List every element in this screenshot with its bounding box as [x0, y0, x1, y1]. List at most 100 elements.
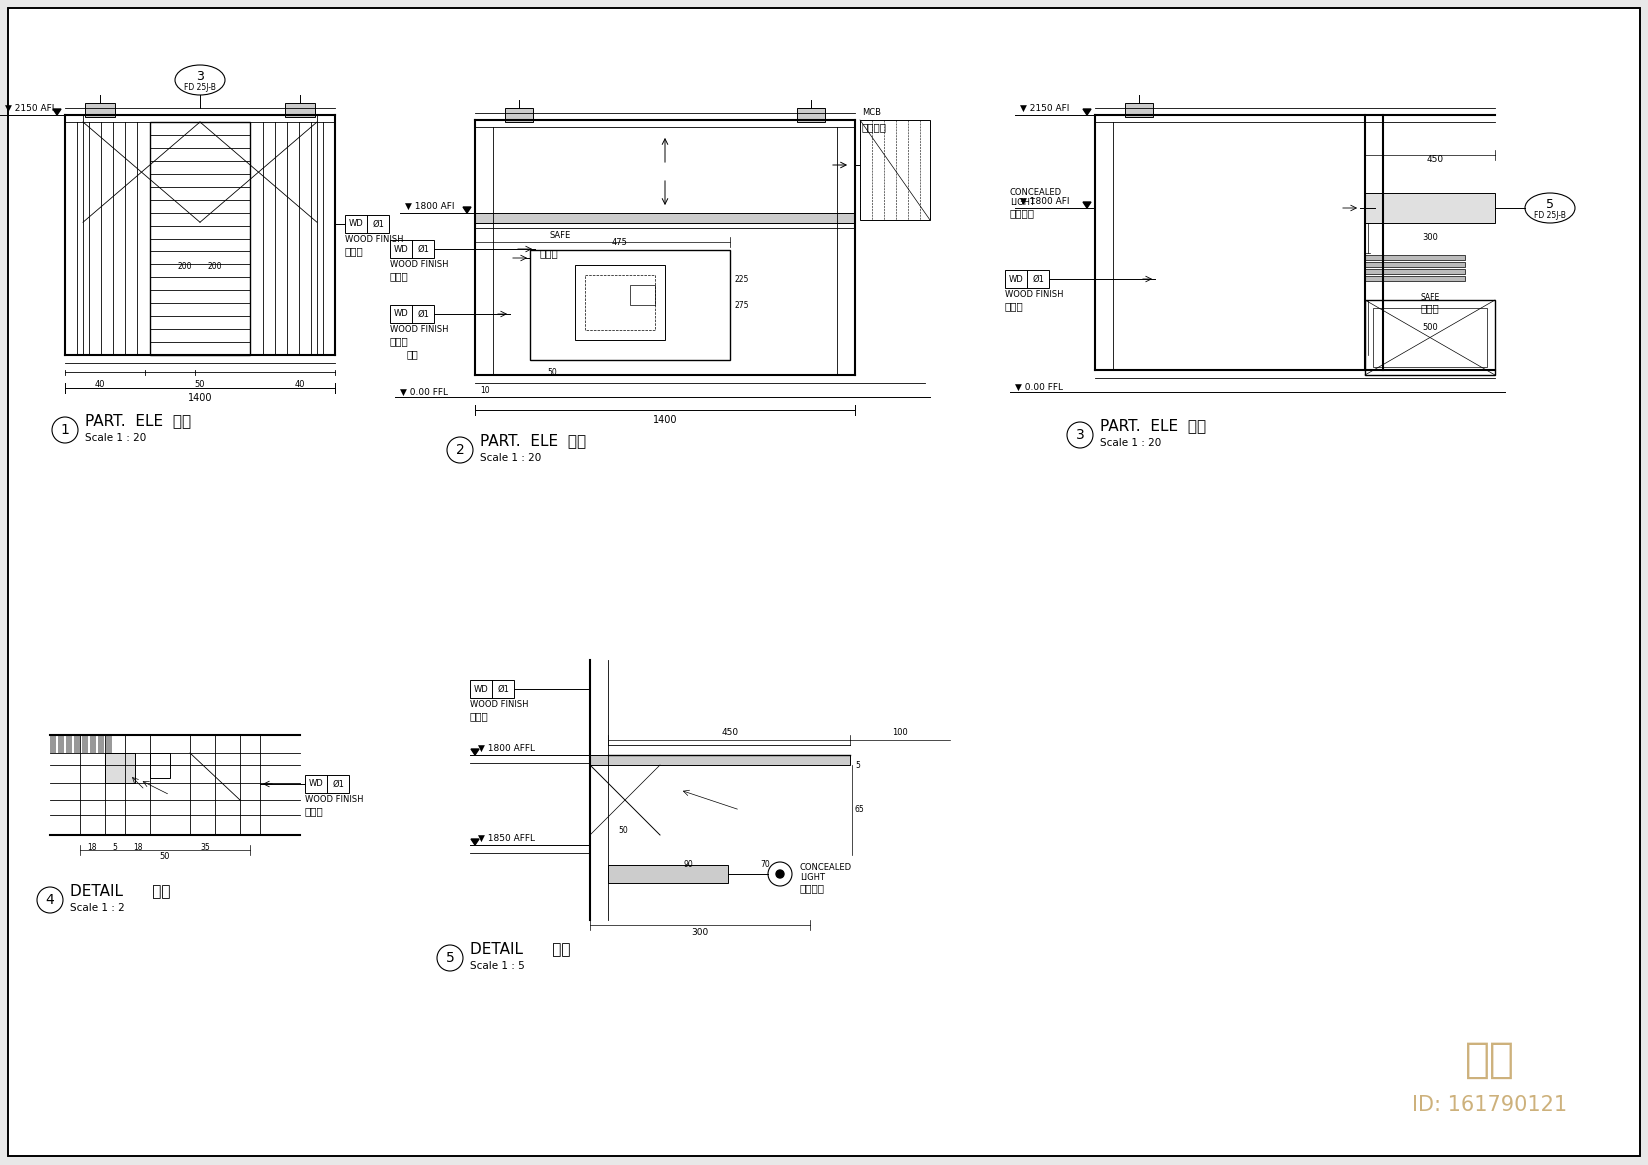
Bar [590, 755, 850, 765]
Text: Ø1: Ø1 [498, 685, 509, 693]
Text: Ø1: Ø1 [331, 779, 344, 789]
Text: 50: 50 [160, 852, 170, 861]
Text: 隱藏燈管: 隱藏燈管 [1010, 209, 1035, 218]
Bar [860, 120, 929, 220]
Polygon shape [1083, 110, 1091, 115]
Bar [475, 213, 855, 223]
Bar [1005, 270, 1050, 288]
Text: 300: 300 [1422, 233, 1439, 242]
Text: CONCEALED: CONCEALED [1010, 188, 1061, 197]
Text: 18: 18 [87, 843, 97, 852]
Text: WD: WD [349, 219, 363, 228]
Text: 40: 40 [94, 380, 105, 389]
Text: 木飾面: 木飾面 [344, 246, 364, 256]
Text: 1400: 1400 [653, 415, 677, 425]
Bar [150, 122, 250, 355]
Text: 70: 70 [760, 860, 770, 869]
Text: ▼ 2150 AFI: ▼ 2150 AFI [1020, 104, 1070, 113]
Text: 1: 1 [61, 423, 69, 437]
Text: ▼ 0.00 FFL: ▼ 0.00 FFL [400, 388, 448, 397]
Text: 10: 10 [480, 386, 489, 395]
Bar [1365, 301, 1495, 375]
Text: ▼ 0.00 FFL: ▼ 0.00 FFL [1015, 383, 1063, 391]
Bar [82, 735, 87, 753]
Bar [58, 735, 64, 753]
Bar [575, 264, 666, 340]
Bar [344, 216, 389, 233]
Text: LIGHT: LIGHT [1010, 198, 1035, 207]
Polygon shape [1083, 202, 1091, 209]
Text: 總電掣箱: 總電掣箱 [862, 122, 887, 132]
Text: SAFE: SAFE [550, 231, 572, 240]
Text: Scale 1 : 2: Scale 1 : 2 [69, 903, 125, 913]
Text: WOOD FINISH: WOOD FINISH [1005, 290, 1063, 299]
Bar [305, 775, 349, 793]
Ellipse shape [175, 65, 226, 96]
Bar [86, 103, 115, 117]
Bar [504, 108, 532, 122]
Bar [105, 753, 135, 783]
Bar [49, 735, 56, 753]
Text: 4: 4 [46, 894, 54, 908]
Text: 450: 450 [1427, 155, 1444, 164]
Bar [74, 735, 81, 753]
Text: 500: 500 [1422, 324, 1437, 332]
Text: WOOD FINISH: WOOD FINISH [391, 325, 448, 334]
Text: 2: 2 [455, 443, 465, 457]
Bar [585, 275, 654, 330]
Text: 300: 300 [692, 929, 709, 937]
Text: Ø1: Ø1 [417, 310, 428, 318]
Text: 5: 5 [855, 761, 860, 770]
Text: SAFE: SAFE [1421, 294, 1440, 302]
Text: ID: 161790121: ID: 161790121 [1412, 1095, 1567, 1115]
Bar [391, 240, 433, 257]
Bar [630, 285, 654, 305]
Bar [1365, 269, 1465, 274]
Polygon shape [53, 110, 61, 115]
Bar [1365, 193, 1495, 223]
Circle shape [776, 870, 784, 878]
Bar [1365, 262, 1465, 267]
Text: 3: 3 [1076, 428, 1084, 442]
Text: 木飾面: 木飾面 [391, 271, 409, 281]
Text: 5: 5 [1546, 198, 1554, 211]
Text: 保險箱: 保險箱 [1421, 303, 1439, 313]
Bar [66, 735, 73, 753]
Text: ▼ 1800 AFFL: ▼ 1800 AFFL [478, 744, 536, 753]
Text: FD 25J-B: FD 25J-B [1534, 211, 1566, 219]
Text: WD: WD [394, 245, 409, 254]
Ellipse shape [1524, 193, 1575, 223]
Bar [285, 103, 315, 117]
Text: 65: 65 [855, 805, 865, 814]
Bar [105, 735, 112, 753]
Text: 1400: 1400 [188, 393, 213, 403]
Text: WOOD FINISH: WOOD FINISH [305, 795, 364, 804]
Text: CONCEALED: CONCEALED [799, 863, 852, 871]
Text: 保險箱: 保險箱 [541, 248, 559, 257]
Bar [1365, 255, 1465, 260]
Text: 木飾面: 木飾面 [305, 806, 323, 816]
Bar [531, 250, 730, 360]
Text: 50: 50 [618, 826, 628, 835]
Text: ▼ 1800 AFI: ▼ 1800 AFI [1020, 197, 1070, 206]
Text: 5: 5 [112, 843, 117, 852]
Text: WOOD FINISH: WOOD FINISH [344, 235, 404, 243]
Text: PART.  ELE  詳圖: PART. ELE 詳圖 [86, 414, 191, 429]
Polygon shape [471, 749, 480, 755]
Polygon shape [471, 839, 480, 845]
Text: Scale 1 : 20: Scale 1 : 20 [480, 453, 541, 463]
Bar [470, 680, 514, 698]
Text: Scale 1 : 20: Scale 1 : 20 [86, 433, 147, 443]
Polygon shape [463, 207, 471, 213]
Bar [150, 753, 170, 778]
Text: ▼ 1850 AFFL: ▼ 1850 AFFL [478, 834, 536, 843]
Bar [391, 305, 433, 323]
Text: FD 25J-B: FD 25J-B [185, 83, 216, 92]
Text: 100: 100 [892, 728, 908, 737]
Text: 50: 50 [547, 368, 557, 377]
Text: 450: 450 [722, 728, 738, 737]
Text: Ø1: Ø1 [417, 245, 428, 254]
Text: 木飾面: 木飾面 [470, 711, 489, 721]
Text: WD: WD [308, 779, 323, 789]
Text: 200: 200 [208, 262, 222, 271]
